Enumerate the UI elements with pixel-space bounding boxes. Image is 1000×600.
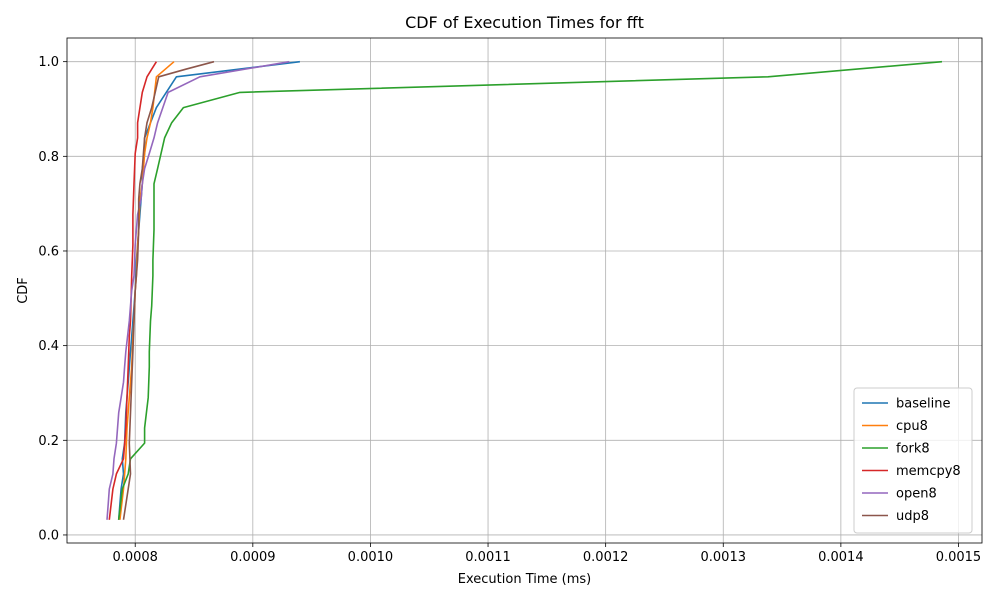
- y-tick-label: 0.8: [38, 150, 59, 165]
- x-tick-label: 0.0014: [818, 550, 864, 565]
- y-tick-label: 1.0: [38, 55, 59, 70]
- x-tick-label: 0.0008: [112, 550, 158, 565]
- x-tick-label: 0.0015: [936, 550, 982, 565]
- x-tick-label: 0.0012: [583, 550, 629, 565]
- legend-box: [853, 387, 973, 534]
- series-line-memcpy8: [108, 61, 158, 520]
- axis-ticks: 0.0008 0.0009 0.0010 0.0011 0.0012 0.0013 0.00…: [38, 55, 981, 565]
- x-tick-label: 0.0010: [348, 550, 394, 565]
- y-tick-label: 0.2: [38, 434, 59, 449]
- legend-label-baseline: baseline: [896, 397, 950, 412]
- y-axis-title: CDF: [16, 277, 31, 304]
- grid: [67, 38, 982, 543]
- x-tick-label: 0.0009: [230, 550, 276, 565]
- x-tick-label: 0.0013: [701, 550, 747, 565]
- y-tick-label: 0.4: [38, 339, 59, 354]
- x-tick-label: 0.0011: [465, 550, 511, 565]
- y-tick-label: 0.0: [38, 528, 59, 543]
- series-lines: [106, 60, 943, 520]
- legend-label-open8: open8: [896, 487, 937, 502]
- series-line-udp8: [122, 60, 215, 520]
- plot-frame: [66, 37, 983, 544]
- chart-title: CDF of Execution Times for fft: [405, 13, 644, 32]
- y-tick-label: 0.6: [38, 244, 59, 259]
- legend: baseline cpu8 fork8 memcpy8 open8 udp8: [853, 387, 973, 534]
- legend-label-cpu8: cpu8: [896, 419, 928, 434]
- series-line-open8: [106, 60, 290, 520]
- legend-label-memcpy8: memcpy8: [896, 464, 961, 479]
- legend-label-fork8: fork8: [896, 442, 930, 457]
- x-axis-title: Execution Time (ms): [458, 572, 591, 587]
- legend-label-udp8: udp8: [896, 509, 929, 524]
- series-line-fork8: [117, 60, 943, 520]
